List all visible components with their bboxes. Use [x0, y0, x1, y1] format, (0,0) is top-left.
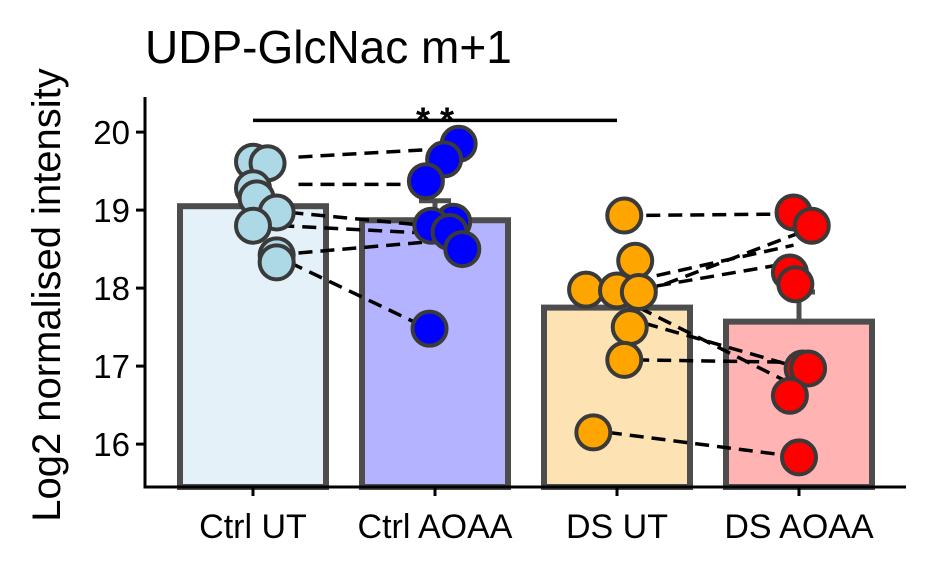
y-tick-label-20: 20	[93, 114, 130, 151]
chart-title: UDP-GlcNac m+1	[145, 21, 512, 73]
point-3-8	[574, 413, 613, 452]
x-tick-label-4: DS AOAA	[724, 508, 874, 546]
x-tick-label-3: DS UT	[566, 508, 668, 546]
significance-label: * *	[416, 99, 454, 140]
pair-lines-layer	[280, 147, 809, 458]
point-4-4	[776, 265, 815, 304]
pair-line-1	[298, 147, 436, 159]
bar-1	[177, 203, 329, 490]
point-2-7	[443, 230, 482, 269]
y-tick-label-19: 19	[93, 192, 130, 229]
pair-line-6	[288, 260, 418, 325]
y-tick-label-16: 16	[93, 426, 130, 463]
point-1-6	[234, 206, 272, 245]
significance-layer: * *	[253, 99, 617, 140]
pair-line-9	[643, 227, 809, 294]
point-4-8	[780, 438, 818, 477]
point-3-7	[605, 340, 644, 379]
pair-line-5	[298, 239, 436, 255]
points-layer	[234, 124, 831, 477]
pair-line-8	[634, 243, 794, 283]
axes-layer: 16 17 18 19 20 Ctrl UT Ctrl AOAA DS UT DS AOAA	[93, 97, 906, 546]
point-4-6	[789, 349, 828, 388]
point-2-3	[406, 162, 445, 201]
point-3-6	[610, 308, 649, 347]
point-4-2	[792, 206, 831, 245]
pair-line-13	[635, 358, 790, 364]
bar-2	[359, 217, 511, 491]
y-tick-label-17: 17	[93, 348, 130, 385]
point-3-5	[619, 273, 658, 311]
x-tick-label-1: Ctrl UT	[199, 508, 307, 546]
x-tick-label-2: Ctrl AOAA	[358, 508, 513, 546]
point-3-1	[605, 196, 644, 235]
pair-line-3	[289, 210, 445, 230]
pair-line-7	[624, 212, 794, 218]
pair-line-4	[280, 223, 436, 236]
point-4-7	[770, 376, 809, 415]
y-tick-label-18: 18	[93, 270, 130, 307]
point-2-8	[410, 309, 449, 348]
point-1-8	[257, 243, 296, 282]
pair-line-12	[638, 306, 804, 392]
pair-line-14	[607, 430, 791, 458]
point-3-3	[567, 270, 606, 309]
y-axis-label: Log2 normalised intensity	[25, 68, 69, 522]
